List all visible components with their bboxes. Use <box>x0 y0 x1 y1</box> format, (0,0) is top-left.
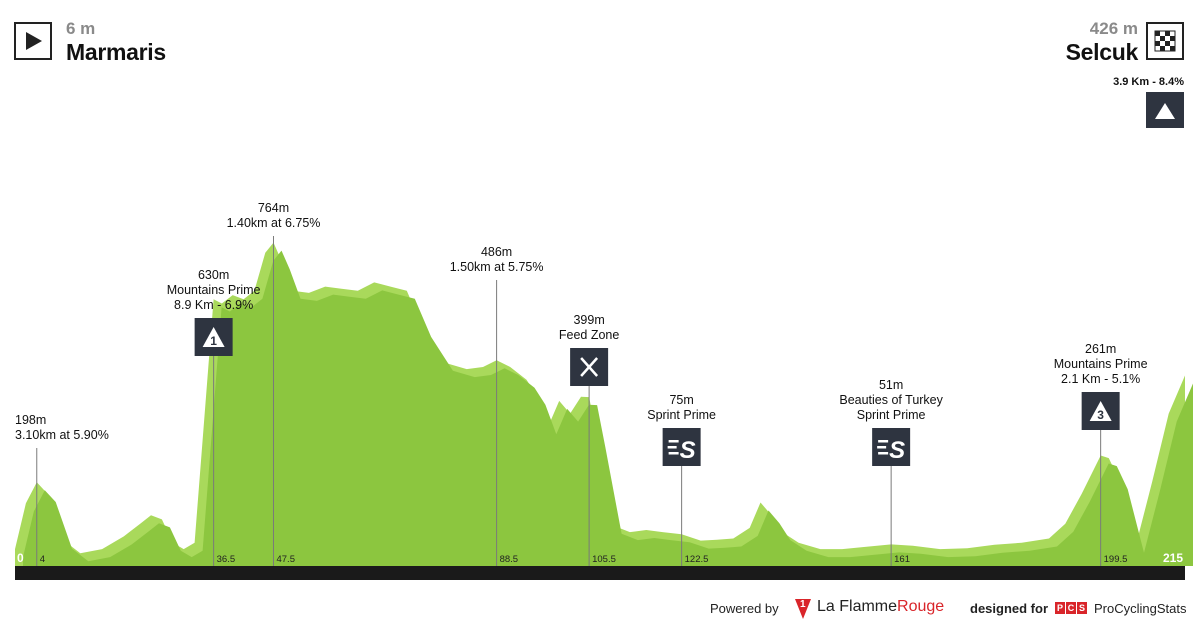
sprint-s-glyph: S <box>680 437 696 464</box>
brand-main-text: La Flamme <box>817 598 898 615</box>
brand-accent-text: Rouge <box>897 598 945 615</box>
annotation-text: 1.40km at 6.75% <box>227 216 321 230</box>
mountain-category-number: 3 <box>1097 408 1104 422</box>
annotation-text: 8.9 Km - 6.9% <box>174 298 253 312</box>
start-play-icon <box>14 22 52 60</box>
annotation-text: Sprint Prime <box>857 408 926 422</box>
annotation-text: 261m <box>1085 342 1116 356</box>
start-altitude: 6 m <box>66 19 96 38</box>
pcs-logo-icon: P C S <box>1055 602 1087 614</box>
designed-for-label: designed for <box>970 601 1049 616</box>
km-tick-label: 161 <box>894 554 910 565</box>
pcs-letter-c: C <box>1066 602 1076 614</box>
annotation-text: 75m <box>669 393 693 407</box>
profile-elevation-area <box>23 250 1193 574</box>
annotation-text: Beauties of Turkey <box>839 393 943 407</box>
annotation-text: 486m <box>481 245 512 259</box>
sprint-speed-line <box>668 440 679 443</box>
km-axis-bar <box>15 566 1185 580</box>
annotation-text: Feed Zone <box>559 328 620 342</box>
annotation-text: 764m <box>258 201 289 215</box>
km-tick-label: 105.5 <box>592 554 616 565</box>
mountain-triangle-icon <box>1089 401 1112 421</box>
annotation-text: 2.1 Km - 5.1% <box>1061 372 1140 386</box>
annotation-text: 399m <box>573 313 604 327</box>
la-flamme-rouge-logo-icon: 1 <box>794 598 812 620</box>
annotation-text: 198m <box>15 413 46 427</box>
knife-icon <box>580 357 599 377</box>
km-tick-label: 36.5 <box>217 554 236 565</box>
annotation-text: 1.50km at 5.75% <box>450 260 544 274</box>
annotation-text: Sprint Prime <box>647 408 716 422</box>
powered-by-label: Powered by <box>710 601 779 616</box>
finish-altitude: 426 m <box>1089 19 1138 38</box>
km-tick-label: 122.5 <box>685 554 709 565</box>
mountain-triangle-icon <box>202 327 225 347</box>
finish-climb-mountain-icon <box>1146 92 1184 128</box>
sprint-speed-line <box>878 440 889 443</box>
finish-location-name: Selcuk <box>1065 39 1139 65</box>
annotation-text: 3.10km at 5.90% <box>15 428 109 442</box>
sprint-speed-line <box>667 446 677 449</box>
start-location-name: Marmaris <box>66 39 166 65</box>
km-tick-label: 199.5 <box>1104 554 1128 565</box>
km-tick-label: 0 <box>17 551 24 565</box>
pcs-letter-p: P <box>1055 602 1065 614</box>
sprint-speed-line <box>877 446 887 449</box>
finish-climb-label: 3.9 Km - 8.4% <box>1113 76 1184 88</box>
sprint-s-glyph: S <box>889 437 905 464</box>
annotation-text: 630m <box>198 268 229 282</box>
km-tick-label: 4 <box>40 554 45 565</box>
annotation-text: Mountains Prime <box>167 283 261 297</box>
mountain-category-number: 1 <box>210 334 217 348</box>
sprint-speed-line <box>668 452 679 455</box>
km-tick-label: 215 <box>1163 551 1183 565</box>
checkered-flag-icon <box>1146 22 1184 60</box>
km-tick-label: 47.5 <box>276 554 295 565</box>
pcs-letter-s: S <box>1077 602 1087 614</box>
annotation-text: 51m <box>879 378 903 392</box>
sprint-speed-line <box>878 452 889 455</box>
annotation-text: Mountains Prime <box>1054 357 1148 371</box>
km-tick-label: 88.5 <box>500 554 518 565</box>
procyclingstats-link[interactable]: ProCyclingStats <box>1094 601 1187 616</box>
la-flamme-rouge-badge: 1 <box>800 599 806 610</box>
la-flamme-rouge-brand[interactable]: La FlammeRouge <box>817 598 944 616</box>
